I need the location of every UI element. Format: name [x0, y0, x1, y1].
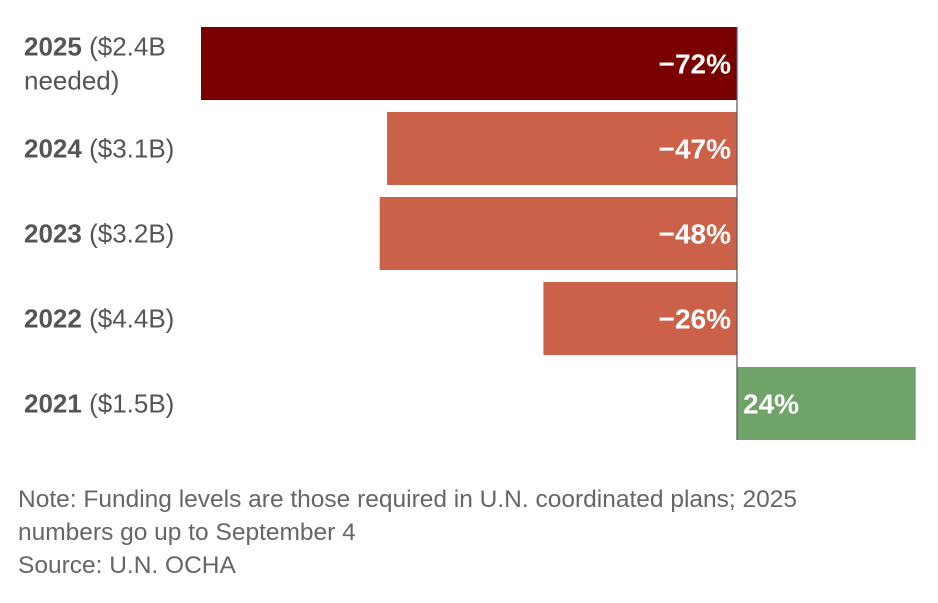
category-year: 2021 — [24, 389, 89, 419]
category-detail: ($1.5B) — [89, 389, 174, 419]
value-label-2025: −72% — [659, 49, 731, 80]
category-year: 2023 — [24, 219, 89, 249]
chart-notes: Note: Funding levels are those required … — [18, 483, 918, 582]
category-label-2023: 2023 ($3.2B) — [24, 219, 174, 249]
source-line: Source: U.N. OCHA — [18, 552, 236, 579]
category-label-2021: 2021 ($1.5B) — [24, 389, 174, 419]
value-label-2023: −48% — [659, 219, 731, 250]
value-label-2021: 24% — [743, 389, 799, 420]
bar-2025 — [201, 27, 737, 100]
category-detail: needed) — [24, 66, 119, 96]
category-year: 2022 — [24, 304, 89, 334]
bar-2023 — [379, 197, 737, 270]
value-label-2022: −26% — [659, 304, 731, 335]
bar-2022 — [543, 282, 737, 355]
category-detail: ($3.2B) — [89, 219, 174, 249]
category-label-2025: 2025 ($2.4B needed) — [24, 32, 166, 96]
category-year: 2025 — [24, 32, 89, 62]
category-detail: ($3.1B) — [89, 134, 174, 164]
funding-change-chart: −72% 2025 ($2.4B needed) −47% 2024 ($3.1B) −4… — [24, 27, 916, 440]
category-detail: ($4.4B) — [89, 304, 174, 334]
category-year: 2024 — [24, 134, 89, 164]
note-line-2: numbers go up to September 4 — [18, 519, 356, 546]
note-line-1: Note: Funding levels are those required … — [18, 486, 798, 513]
bar-2021 — [737, 367, 916, 440]
bar-2024 — [387, 112, 737, 185]
value-label-2024: −47% — [659, 134, 731, 165]
category-detail: ($2.4B — [89, 32, 166, 62]
category-label-2024: 2024 ($3.1B) — [24, 134, 174, 164]
category-label-2022: 2022 ($4.4B) — [24, 304, 174, 334]
